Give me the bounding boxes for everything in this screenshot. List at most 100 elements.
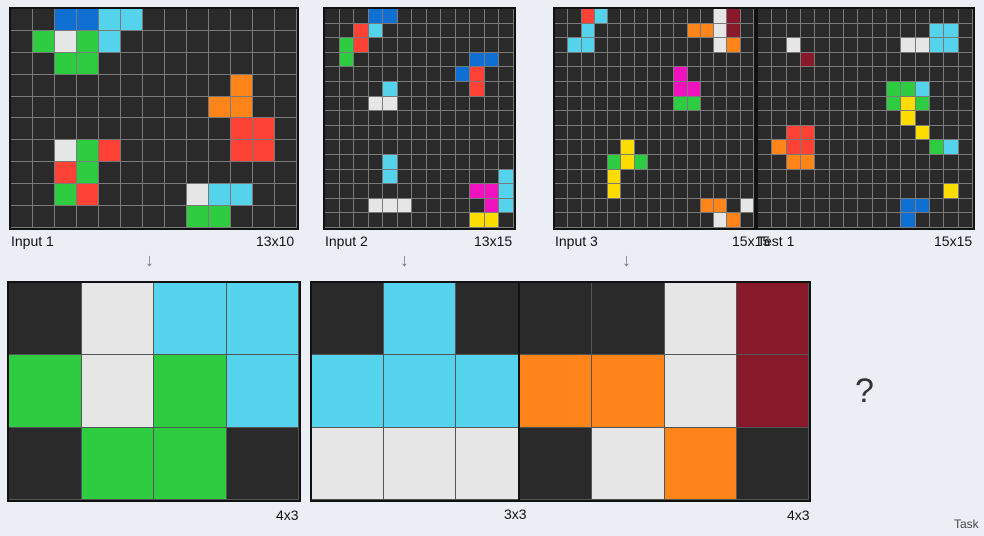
grid-cell bbox=[121, 162, 143, 185]
grid-cell bbox=[829, 198, 844, 214]
grid-cell bbox=[740, 82, 754, 97]
grid-cell bbox=[786, 67, 801, 82]
grid-cell bbox=[165, 52, 187, 75]
grid-cell bbox=[634, 67, 648, 82]
grid-cell bbox=[397, 23, 413, 39]
grid-cell bbox=[872, 52, 887, 68]
grid-cell bbox=[815, 23, 830, 39]
grid-cell bbox=[858, 213, 873, 228]
grid-cell bbox=[441, 52, 456, 68]
grid-cell bbox=[568, 125, 582, 141]
grid-cell bbox=[815, 82, 830, 97]
grid-cell bbox=[368, 23, 384, 39]
grid-cell bbox=[843, 111, 859, 126]
grid-cell bbox=[456, 427, 528, 500]
grid-cell bbox=[815, 169, 830, 185]
grid-cell bbox=[829, 140, 844, 155]
grid-cell bbox=[231, 9, 253, 31]
grid-cell bbox=[426, 82, 442, 97]
grid-cell bbox=[484, 140, 500, 155]
grid-cell bbox=[944, 96, 959, 112]
grid-cell bbox=[944, 52, 959, 68]
grid-cell bbox=[758, 96, 773, 112]
grid-cell bbox=[187, 30, 209, 53]
grid-cell bbox=[661, 82, 675, 97]
grid-cell bbox=[499, 125, 514, 141]
grid-cell bbox=[9, 427, 82, 500]
grid-cell bbox=[958, 67, 973, 82]
grid-cell bbox=[456, 283, 528, 356]
grid-cell bbox=[354, 213, 369, 228]
grid-cell bbox=[829, 67, 844, 82]
grid-cell bbox=[800, 52, 816, 68]
grid-cell bbox=[634, 111, 648, 126]
grid-cell bbox=[872, 155, 887, 170]
grid-cell bbox=[594, 125, 609, 141]
grid-cell bbox=[714, 52, 728, 68]
grid-cell bbox=[187, 74, 209, 97]
grid-cell bbox=[397, 96, 413, 112]
grid-cell bbox=[209, 206, 231, 228]
grid-cell bbox=[815, 67, 830, 82]
grid-cell bbox=[815, 38, 830, 53]
grid-cell bbox=[758, 52, 773, 68]
grid-cell bbox=[815, 52, 830, 68]
grid-cell bbox=[772, 155, 787, 170]
grid-cell bbox=[872, 111, 887, 126]
grid-cell bbox=[872, 9, 887, 24]
grid-cell bbox=[275, 52, 297, 75]
grid-cell bbox=[143, 206, 165, 228]
grid-cell bbox=[581, 23, 595, 39]
grid-cell bbox=[714, 23, 728, 39]
grid-cell bbox=[674, 67, 688, 82]
grid-cell bbox=[786, 82, 801, 97]
grid-cell bbox=[121, 30, 143, 53]
grid-cell bbox=[455, 9, 471, 24]
grid-cell bbox=[339, 140, 355, 155]
grid-cell bbox=[772, 38, 787, 53]
grid-cell bbox=[621, 111, 635, 126]
grid-cell bbox=[470, 38, 485, 53]
grid-cell bbox=[470, 184, 485, 199]
input-grid-1 bbox=[9, 7, 299, 230]
grid-cell bbox=[368, 67, 384, 82]
grid-cell bbox=[81, 283, 154, 356]
grid-cell bbox=[143, 9, 165, 31]
grid-cell bbox=[55, 96, 77, 119]
grid-cell bbox=[647, 23, 662, 39]
grid-cell bbox=[470, 140, 485, 155]
grid-cell bbox=[800, 67, 816, 82]
grid-cell bbox=[555, 184, 569, 199]
grid-cell bbox=[499, 198, 514, 214]
grid-cell bbox=[700, 82, 715, 97]
grid-cell bbox=[727, 140, 741, 155]
grid-cell bbox=[886, 155, 902, 170]
grid-cell bbox=[354, 38, 369, 53]
grid-cell bbox=[426, 23, 442, 39]
grid-cell bbox=[397, 140, 413, 155]
grid-cell bbox=[412, 213, 427, 228]
grid-cell bbox=[915, 213, 930, 228]
grid-cell bbox=[354, 9, 369, 24]
grid-cell bbox=[383, 184, 398, 199]
grid-cell bbox=[944, 23, 959, 39]
grid-cell bbox=[815, 140, 830, 155]
grid-cell bbox=[11, 9, 33, 31]
grid-cell bbox=[339, 52, 355, 68]
grid-cell bbox=[231, 96, 253, 119]
grid-cell bbox=[55, 118, 77, 141]
grid-cell bbox=[339, 67, 355, 82]
grid-cell bbox=[187, 9, 209, 31]
grid-cell bbox=[674, 111, 688, 126]
grid-cell bbox=[412, 140, 427, 155]
grid-cell bbox=[499, 155, 514, 170]
grid-cell bbox=[700, 155, 715, 170]
grid-cell bbox=[700, 52, 715, 68]
grid-cell bbox=[594, 38, 609, 53]
grid-cell bbox=[33, 162, 55, 185]
grid-cell bbox=[634, 23, 648, 39]
grid-cell bbox=[858, 82, 873, 97]
grid-cell bbox=[397, 52, 413, 68]
grid-cell bbox=[555, 169, 569, 185]
grid-cell bbox=[740, 125, 754, 141]
